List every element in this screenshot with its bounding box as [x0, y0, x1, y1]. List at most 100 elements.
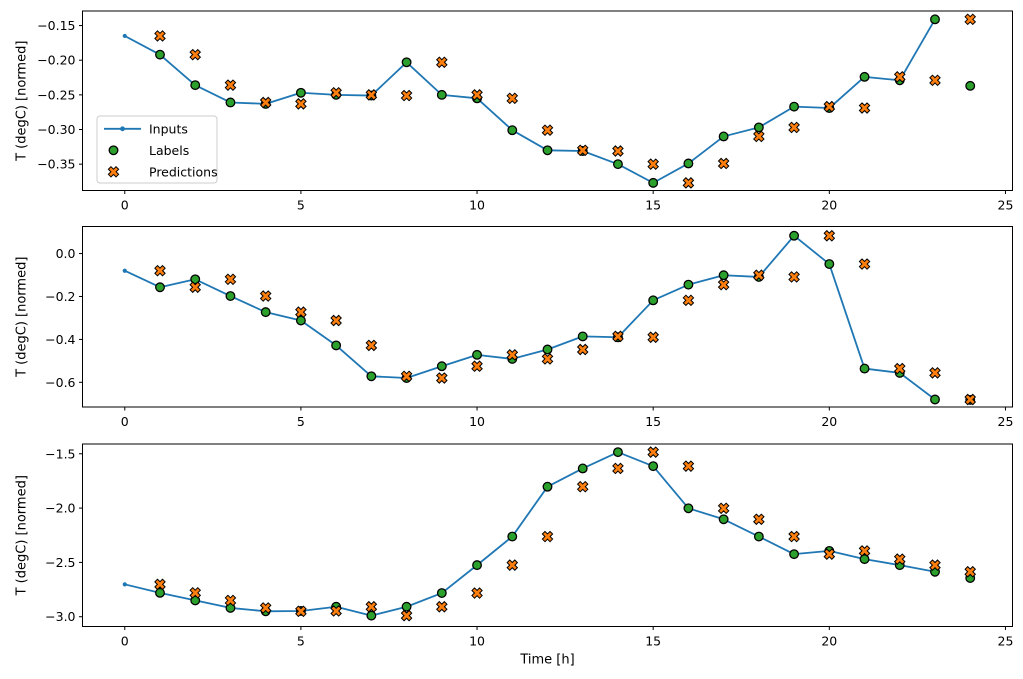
labels-point	[648, 177, 659, 188]
axes-spines	[82, 443, 1013, 627]
labels-point	[225, 291, 236, 301]
y-tick-label: −0.35	[37, 157, 75, 172]
labels-point	[542, 481, 553, 492]
labels-point	[542, 344, 553, 355]
predictions-marker	[435, 600, 448, 613]
labels-point	[824, 259, 835, 270]
y-tick-label: −2.0	[45, 501, 75, 516]
x-tick-label: 15	[645, 198, 661, 213]
legend-inputs-dot-swatch	[120, 126, 125, 132]
predictions-marker	[717, 278, 730, 291]
inputs-point	[122, 268, 127, 273]
predictions-marker	[929, 367, 941, 379]
predictions-marker	[647, 446, 660, 458]
predictions-marker	[753, 130, 765, 143]
y-axis-label: T (degC) [normed]	[15, 41, 30, 162]
predictions-marker	[365, 600, 378, 613]
labels-point	[718, 131, 729, 142]
subplot-3: 0 5 10 15 20 25 −1.5 −2.0 −2.5 −3.0 T (degC) [norm…	[15, 443, 1014, 668]
predictions-marker	[189, 586, 202, 599]
inputs-point	[122, 33, 127, 39]
predictions-marker	[506, 349, 519, 361]
predictions-marker	[823, 229, 836, 242]
predictions-marker	[964, 13, 977, 26]
y-tick-label: −1.5	[45, 446, 75, 461]
plot-area	[82, 11, 1013, 191]
axes-spines	[82, 226, 1013, 408]
subplot-2: 0 5 10 15 20 25 0.0 −0.2 −0.4 −0.6 T (degC) [norme…	[15, 226, 1014, 429]
x-tick-label: 0	[121, 198, 129, 213]
labels-point	[155, 49, 165, 60]
predictions-marker	[647, 331, 660, 344]
labels-point	[859, 554, 870, 565]
inputs-line	[124, 18, 936, 184]
predictions-marker	[541, 530, 554, 543]
labels-point	[577, 331, 588, 342]
predictions-marker	[435, 372, 448, 384]
legend-entry-label: Labels	[149, 143, 189, 158]
plot-area	[82, 226, 1013, 407]
x-tick-label: 10	[469, 414, 485, 429]
labels-point	[577, 463, 588, 474]
labels-point	[965, 80, 976, 91]
labels-point	[718, 270, 729, 281]
legend-box	[96, 115, 218, 184]
predictions-marker	[682, 460, 695, 472]
predictions-marker	[400, 89, 413, 102]
x-tick-label: 10	[469, 198, 485, 213]
labels-point	[542, 145, 553, 156]
predictions-marker	[295, 605, 307, 618]
labels-point	[155, 282, 165, 293]
x-tick-label: 5	[297, 198, 305, 213]
x-tick-label: 15	[645, 414, 661, 429]
predictions-marker	[541, 124, 554, 137]
labels-point	[930, 394, 940, 405]
labels-point	[436, 588, 447, 598]
predictions-marker	[576, 343, 589, 356]
predictions-marker	[154, 30, 166, 42]
x-tick-label: 0	[121, 414, 129, 429]
x-axis-label: Time [h]	[519, 653, 574, 668]
predictions-marker	[295, 98, 307, 110]
x-tick-label: 25	[998, 634, 1014, 649]
predictions-marker	[189, 48, 202, 61]
predictions-marker	[224, 273, 237, 286]
y-tick-label: −0.15	[37, 18, 75, 33]
predictions-marker	[576, 480, 589, 493]
labels-point	[718, 514, 729, 525]
legend-entry-label: Predictions	[149, 164, 218, 179]
labels-point	[436, 89, 447, 100]
x-tick-label: 15	[645, 634, 661, 649]
predictions-marker	[682, 294, 695, 307]
predictions-marker	[154, 264, 166, 277]
predictions-marker	[753, 269, 765, 282]
predictions-marker	[541, 353, 554, 365]
labels-point	[331, 340, 342, 351]
y-tick-label: −0.4	[45, 332, 75, 347]
x-tick-label: 25	[998, 414, 1014, 429]
predictions-marker	[295, 306, 307, 318]
subplot-1: 0 5 10 15 20 25 −0.15 −0.20 −0.25 −0.30 −0.35 T (de…	[15, 10, 1013, 213]
labels-point	[507, 531, 518, 542]
labels-point	[613, 159, 623, 170]
y-tick-label: −0.30	[37, 122, 75, 137]
inputs-line	[124, 451, 936, 617]
labels-point	[789, 230, 800, 241]
labels-point	[507, 125, 518, 136]
predictions-marker	[612, 330, 624, 343]
predictions-marker	[471, 587, 483, 599]
predictions-marker	[612, 145, 624, 157]
predictions-marker	[259, 96, 272, 109]
predictions-marker	[330, 314, 342, 327]
labels-point	[295, 87, 306, 98]
labels-point	[260, 307, 271, 318]
predictions-marker	[330, 605, 342, 617]
predictions-marker	[330, 86, 342, 99]
predictions-marker	[612, 462, 624, 475]
labels-point	[789, 549, 800, 560]
labels-point	[401, 601, 412, 612]
predictions-marker	[189, 281, 202, 294]
labels-point	[683, 158, 694, 169]
